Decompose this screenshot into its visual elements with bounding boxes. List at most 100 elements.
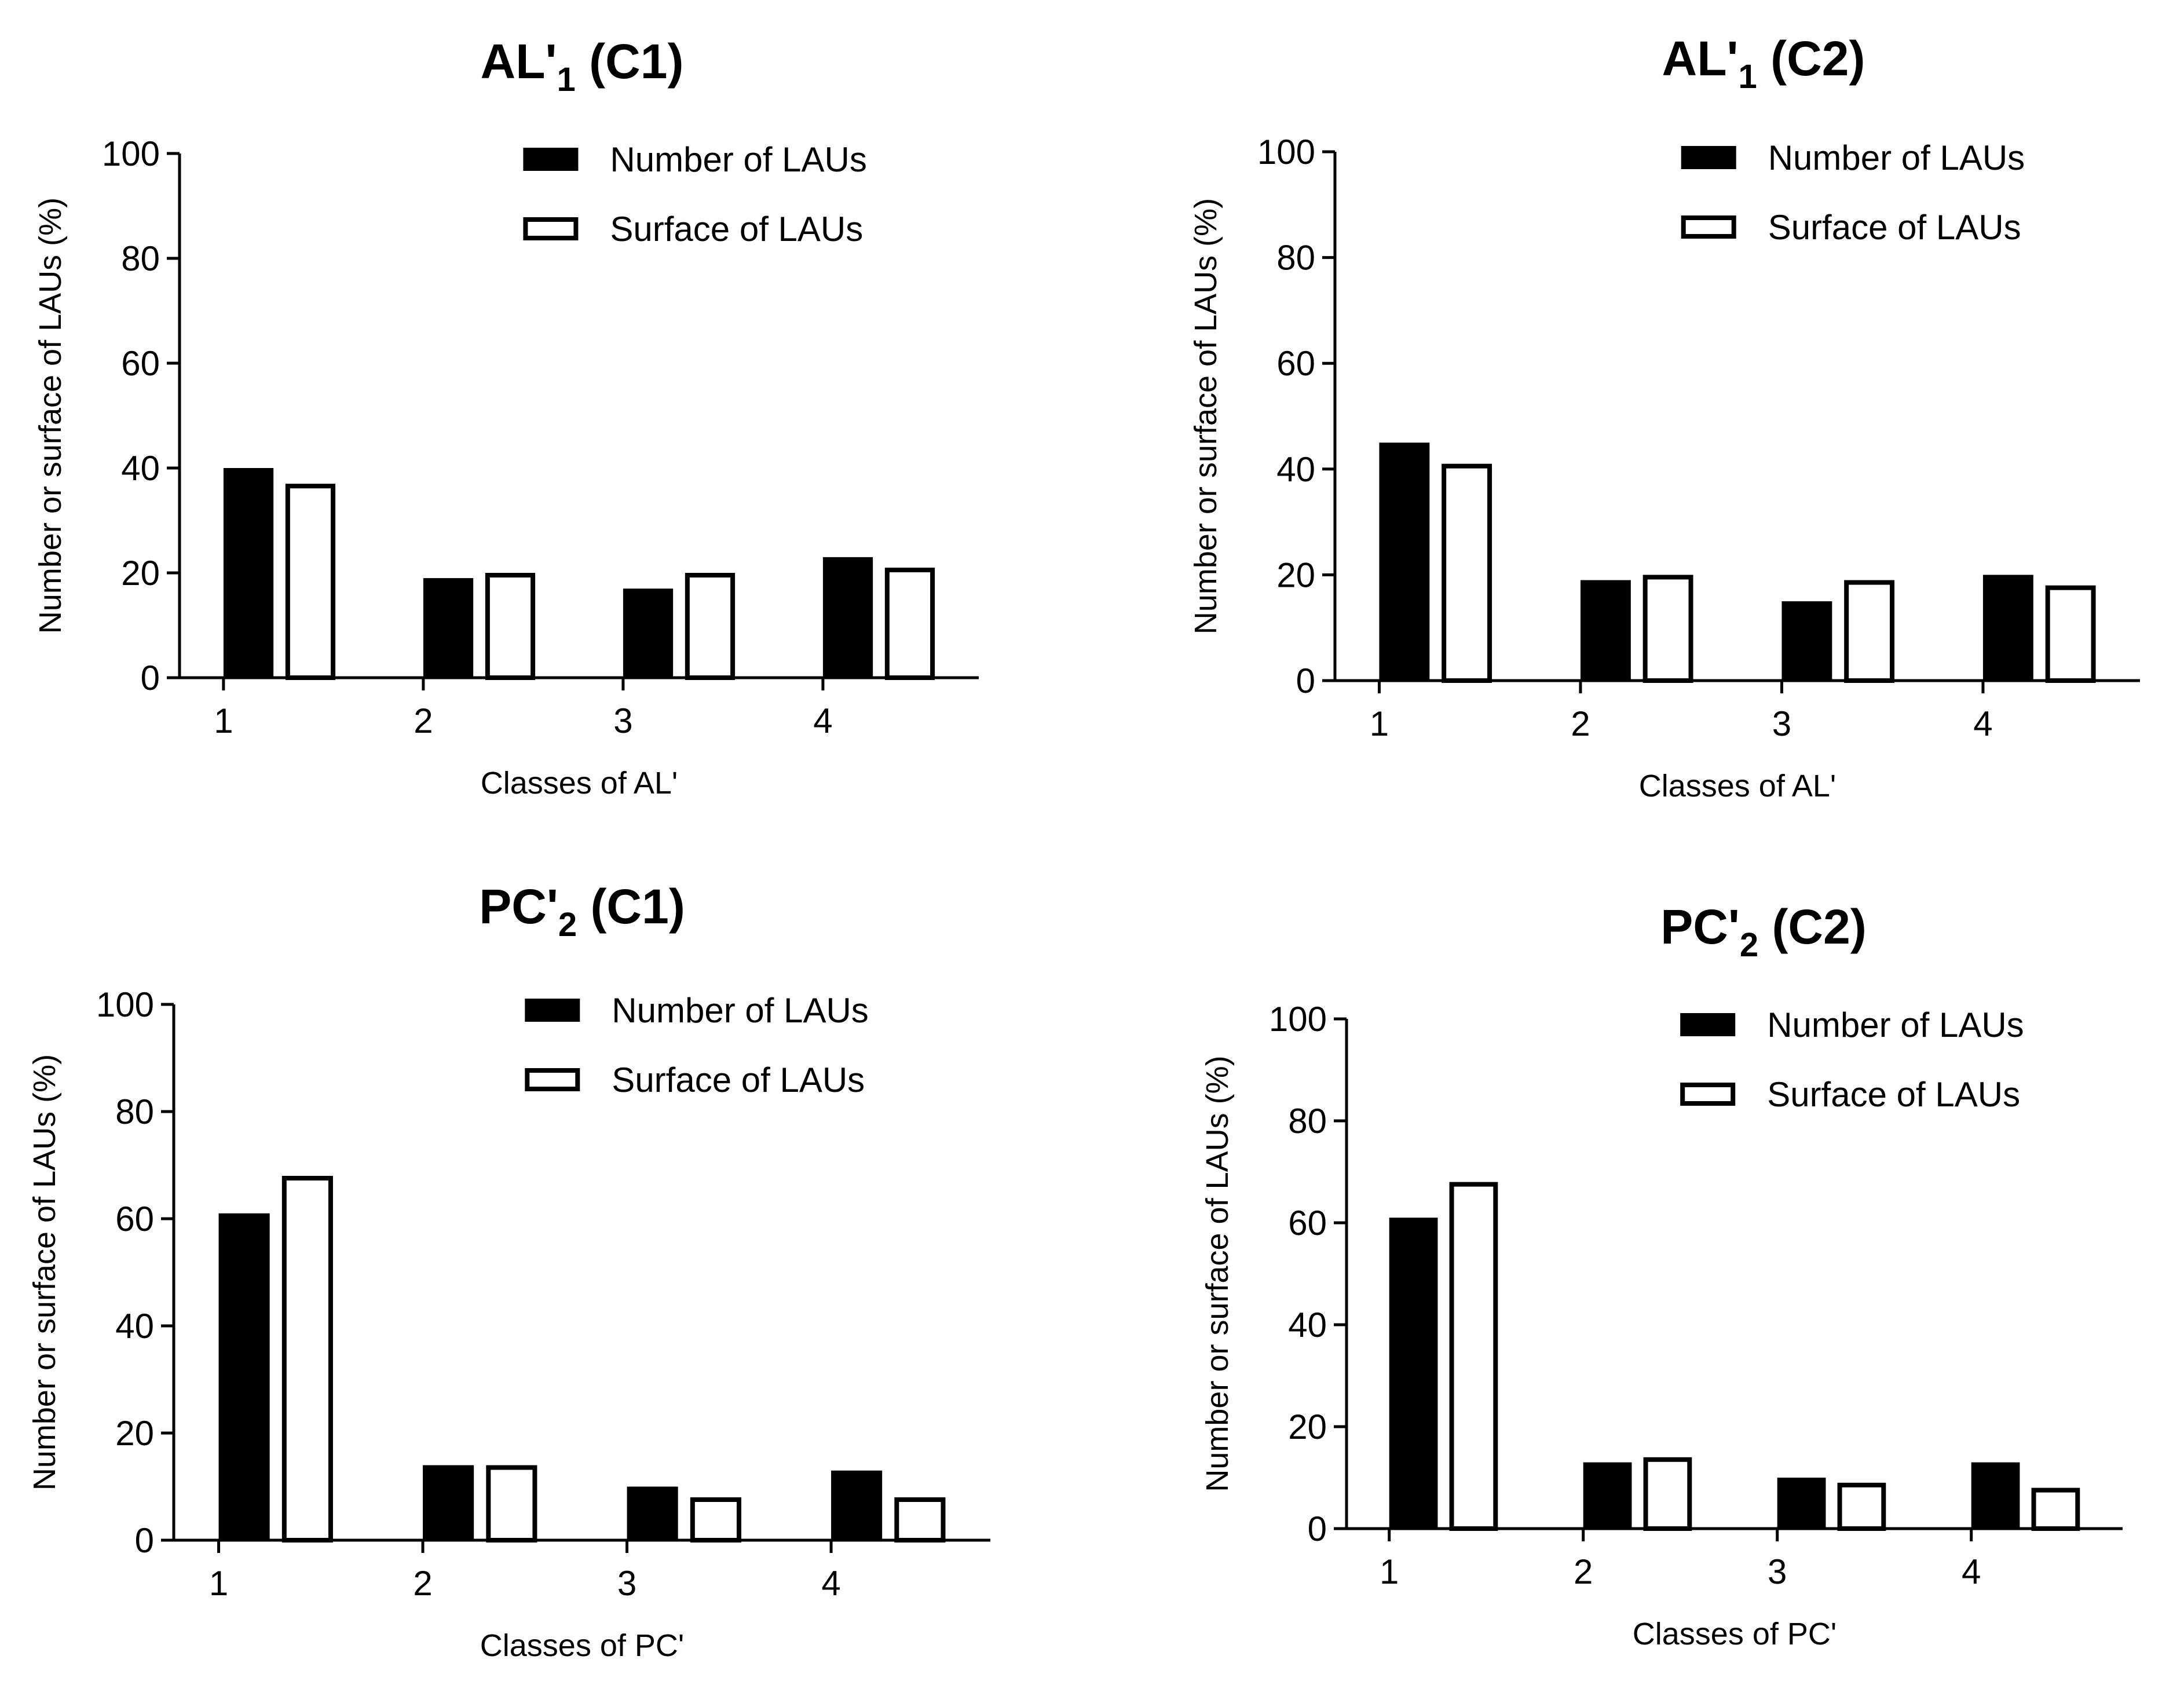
bar-number-class-3 [1777, 1478, 1826, 1529]
chart-title-subscript: 2 [1740, 926, 1758, 964]
chart-title: AL'1 (C2) [1662, 31, 1865, 96]
chart-pc2-c2: PC'2 (C2) 0 20 40 60 80 100 1 2 3 4 Classes of PC' N… [1092, 842, 2183, 1684]
bar-surface-class-1 [285, 484, 336, 681]
legend-label-surface: Surface of LAUs [1767, 1075, 2020, 1114]
chart-title-suffix: (C2) [1757, 31, 1865, 86]
chart-title-main: PC' [479, 879, 558, 934]
x-axis-label: Classes of AL' [481, 766, 678, 801]
y-tick-label: 20 [115, 1414, 154, 1453]
y-axis-label: Number or surface of LAUs (%) [27, 1054, 62, 1490]
y-tick-label: 80 [115, 1092, 154, 1131]
x-tick-label: 2 [1574, 1552, 1593, 1591]
legend-label-surface: Surface of LAUs [610, 210, 863, 248]
chart-pc2-c1: PC'2 (C1) 0 20 40 60 80 100 1 2 3 4 Classes of PC' N… [0, 842, 1092, 1684]
chart-title-main: AL' [1662, 31, 1739, 86]
bar-surface-class-1 [1442, 463, 1492, 683]
chart-al1-c2: AL'1 (C2) 0 20 40 60 80 100 1 2 3 4 Classes of AL' N… [1092, 0, 2183, 842]
bar-number-class-1 [223, 468, 274, 678]
bar-surface-class-4 [2045, 585, 2096, 683]
bar-number-class-3 [627, 1486, 678, 1540]
bar-number-class-1 [218, 1213, 270, 1540]
legend-label-surface: Surface of LAUs [612, 1061, 865, 1099]
bar-surface-class-1 [1449, 1182, 1498, 1531]
x-tick-label: 4 [821, 1564, 840, 1603]
x-tick-label: 2 [413, 1564, 432, 1603]
x-axis-label: Classes of AL' [1639, 769, 1836, 803]
chart-title: PC'2 (C2) [1660, 900, 1867, 964]
x-tick-label: 4 [1962, 1552, 1981, 1591]
legend-label-number: Number of LAUs [610, 140, 867, 179]
legend-swatch-surface [1681, 215, 1736, 239]
y-tick-label: 40 [121, 449, 160, 488]
y-tick-label: 40 [115, 1307, 154, 1346]
y-tick-label: 100 [1269, 1000, 1327, 1039]
legend-swatch-number [1680, 1013, 1736, 1036]
y-tick-label: 40 [1288, 1306, 1327, 1344]
x-tick-label: 1 [1370, 704, 1389, 743]
x-axis-label: Classes of PC' [1633, 1617, 1837, 1651]
chart-title-suffix: (C1) [576, 34, 684, 89]
bar-surface-class-1 [281, 1176, 333, 1543]
y-tick-label: 100 [96, 985, 154, 1024]
bar-surface-class-3 [685, 573, 736, 680]
y-tick-label: 0 [135, 1521, 154, 1560]
legend-swatch-number [525, 999, 580, 1022]
y-axis-label: Number or surface of LAUs (%) [1188, 198, 1223, 634]
bar-number-class-2 [423, 578, 474, 678]
bar-surface-class-2 [1643, 1457, 1692, 1532]
y-tick-label: 80 [121, 239, 160, 278]
bar-number-class-3 [1781, 601, 1832, 681]
bar-surface-class-2 [486, 1465, 537, 1543]
y-tick-label: 100 [102, 134, 160, 173]
legend-swatch-surface [525, 1068, 580, 1091]
bar-surface-class-4 [884, 567, 935, 681]
legend-swatch-surface [1680, 1083, 1736, 1106]
x-tick-label: 3 [613, 701, 632, 740]
bar-surface-class-3 [1837, 1482, 1886, 1532]
y-tick-label: 20 [121, 554, 160, 593]
y-tick-label: 0 [1296, 661, 1315, 700]
x-tick-label: 1 [209, 1564, 228, 1603]
chart-title-main: AL' [481, 34, 557, 89]
x-tick-label: 2 [414, 701, 433, 740]
legend-swatch-number [1681, 146, 1736, 169]
x-tick-label: 1 [1380, 1552, 1399, 1591]
bar-number-class-1 [1379, 443, 1430, 681]
x-tick-label: 3 [617, 1564, 636, 1603]
legend-swatch-surface [523, 217, 579, 240]
bar-number-class-4 [1982, 575, 2033, 681]
y-axis-label: Number or surface of LAUs (%) [33, 198, 68, 634]
chart-title-main: PC' [1660, 900, 1740, 954]
chart-title: PC'2 (C1) [479, 879, 685, 944]
bar-surface-class-2 [485, 573, 536, 680]
y-tick-label: 0 [141, 659, 160, 697]
x-axis-label: Classes of PC' [480, 1628, 684, 1663]
y-tick-label: 60 [1288, 1204, 1327, 1242]
x-tick-label: 4 [813, 701, 832, 740]
y-tick-label: 0 [1308, 1509, 1327, 1548]
bar-surface-class-3 [690, 1497, 741, 1543]
x-tick-label: 3 [1768, 1552, 1787, 1591]
y-tick-label: 80 [1288, 1102, 1327, 1141]
bar-number-class-4 [822, 557, 873, 678]
bar-surface-class-3 [1844, 580, 1895, 683]
legend-swatch-number [523, 148, 579, 171]
chart-title-subscript: 1 [1739, 58, 1757, 96]
bar-surface-class-2 [1642, 575, 1693, 683]
bar-number-class-2 [423, 1465, 474, 1540]
chart-title-suffix: (C1) [577, 879, 685, 934]
chart-title-subscript: 2 [558, 906, 577, 944]
x-tick-label: 4 [1973, 704, 1992, 743]
chart-al1-c1: AL'1 (C1) 0 20 40 60 80 100 1 2 3 4 Classes of AL' N… [0, 0, 1092, 842]
chart-title-suffix: (C2) [1758, 900, 1867, 954]
y-tick-label: 100 [1257, 133, 1315, 171]
y-tick-label: 20 [1276, 555, 1315, 594]
bar-number-class-2 [1580, 580, 1631, 681]
y-tick-label: 60 [115, 1200, 154, 1238]
y-axis-label: Number or surface of LAUs (%) [1200, 1055, 1235, 1492]
x-tick-label: 3 [1772, 704, 1791, 743]
